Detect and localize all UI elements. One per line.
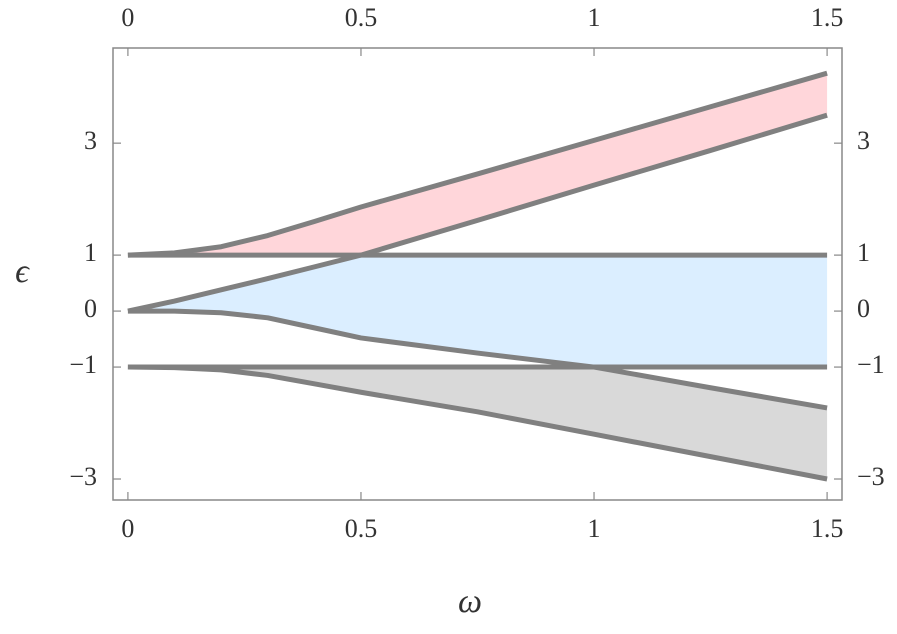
x-tick-label: 1.5 <box>811 514 844 543</box>
y-tick-label: −3 <box>69 462 97 491</box>
x-tick-label: 0.5 <box>345 514 378 543</box>
y-tick-label: 1 <box>84 238 97 267</box>
curve <box>127 364 828 482</box>
y-tick-label-right: −3 <box>857 462 885 491</box>
plot-frame <box>112 47 843 501</box>
y-tick-label-right: −1 <box>857 350 885 379</box>
band-fill <box>127 255 828 368</box>
x-axis-label: ω <box>458 583 482 620</box>
y-tick-label-right: 1 <box>857 238 870 267</box>
y-tick-label-right: 3 <box>857 126 870 155</box>
y-axis-label: ϵ <box>15 253 30 290</box>
y-tick-label: 3 <box>84 126 97 155</box>
band-fill <box>127 367 828 480</box>
x-tick-label-top: 0 <box>121 3 134 32</box>
x-tick-label: 1 <box>588 514 601 543</box>
x-tick-label-top: 1.5 <box>811 3 844 32</box>
band-fill <box>127 73 828 256</box>
curve <box>127 308 828 411</box>
y-tick-label: 0 <box>84 294 97 323</box>
y-tick-label-right: 0 <box>857 294 870 323</box>
x-tick-label: 0 <box>121 514 134 543</box>
curve <box>127 70 828 258</box>
curve <box>127 112 828 314</box>
x-tick-label-top: 0.5 <box>345 3 378 32</box>
x-tick-label-top: 1 <box>588 3 601 32</box>
y-tick-label: −1 <box>69 350 97 379</box>
